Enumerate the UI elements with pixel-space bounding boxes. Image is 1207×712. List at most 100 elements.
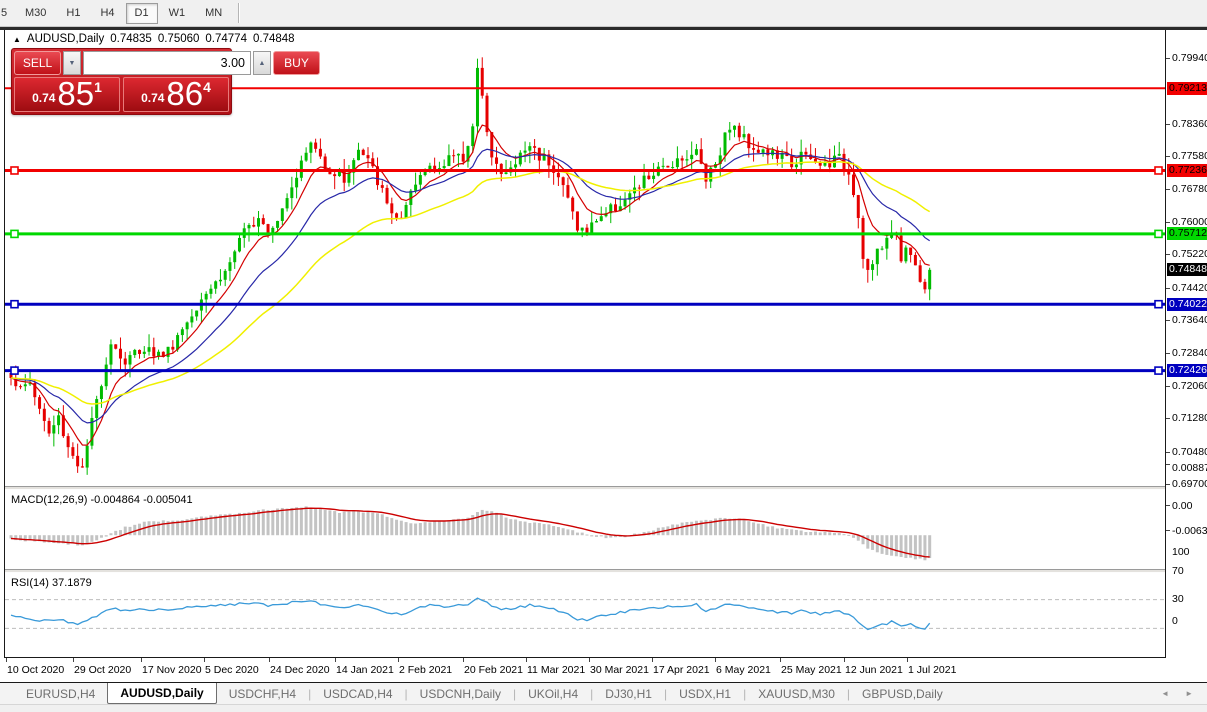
timeframe-button-mn[interactable]: MN — [196, 3, 231, 24]
date-label: 5 Dec 2020 — [205, 664, 259, 676]
chart-tab-usdcnh[interactable]: USDCNH,Daily — [419, 686, 502, 701]
chart-tab-dj30[interactable]: DJ30,H1 — [605, 686, 652, 701]
chart-tab-audusd[interactable]: AUDUSD,Daily — [107, 683, 217, 704]
date-tick-mark — [780, 658, 781, 662]
date-label: 11 Mar 2021 — [527, 664, 586, 676]
macd-splitter-handle[interactable] — [5, 486, 1165, 490]
current-price-badge: 0.74848 — [1167, 263, 1207, 277]
chart-tab-ukoil[interactable]: UKOil,H4 — [528, 686, 579, 701]
price-tick-label: 0.77580 — [1172, 150, 1207, 163]
date-label: 24 Dec 2020 — [270, 664, 330, 676]
date-tick-mark — [715, 658, 716, 662]
price-tick-label: 0.75220 — [1172, 248, 1207, 261]
volume-increase-button[interactable]: ▲ — [253, 51, 271, 75]
open-price-label: 0.74835 — [110, 33, 152, 45]
chart-tab-gbpusd[interactable]: GBPUSD,Daily — [862, 686, 943, 701]
high-price-label: 0.75060 — [157, 33, 200, 45]
price-tick-mark — [1166, 189, 1170, 191]
one-click-trading-widget: SELL ▼ ▲ BUY 0.74 85 1 0.74 86 4 — [11, 48, 320, 115]
tab-scroll-right-icon[interactable]: ► — [1185, 689, 1193, 698]
price-tick-mark — [1166, 58, 1170, 59]
price-tick-label: 0.76000 — [1172, 215, 1207, 228]
hline-drag-handle[interactable] — [10, 166, 19, 175]
timeframe-button-m30[interactable]: M30 — [16, 3, 55, 24]
rsi-indicator-canvas[interactable] — [5, 573, 1165, 657]
volume-decrease-button[interactable]: ▼ — [63, 51, 81, 75]
timeframe-button-w1[interactable]: W1 — [160, 3, 195, 24]
price-level-badge: 0.79213 — [1167, 81, 1207, 95]
date-label: 17 Apr 2021 — [653, 664, 710, 676]
price-tick-label: 0.72840 — [1172, 347, 1207, 360]
price-tick-label: 0.73640 — [1172, 314, 1207, 327]
timeframe-buttons: 5 M30 H1 H4 D1 W1 MN — [0, 2, 232, 24]
price-tick-mark — [1166, 484, 1170, 485]
date-tick-mark — [844, 658, 845, 662]
date-tick-mark — [335, 658, 336, 662]
date-label: 6 May 2021 — [716, 664, 771, 676]
chart-tabs: EURUSD,H4 AUDUSD,Daily USDCHF,H4 | USDCAD,H4… — [14, 683, 955, 704]
price-tick-label: 0.76780 — [1172, 183, 1207, 196]
date-label: 20 Feb 2021 — [464, 664, 523, 676]
date-label: 17 Nov 2020 — [142, 664, 202, 676]
close-price-label: 0.74848 — [252, 33, 295, 45]
chart-tab-bar: EURUSD,H4 AUDUSD,Daily USDCHF,H4 | USDCAD,H4… — [0, 683, 1207, 704]
hline-drag-handle[interactable] — [1154, 229, 1163, 239]
chart-tab-usdcad[interactable]: USDCAD,H4 — [323, 686, 393, 701]
volume-input[interactable] — [83, 51, 251, 75]
chart-tab-usdchf[interactable]: USDCHF,H4 — [228, 686, 297, 701]
rsi-axis-label: 100 — [1172, 546, 1190, 558]
price-tick-mark — [1166, 123, 1170, 125]
timeframe-button-5[interactable]: 5 — [0, 3, 14, 24]
date-label: 2 Feb 2021 — [399, 664, 453, 676]
hline-drag-handle[interactable] — [1154, 166, 1163, 175]
hline-drag-handle[interactable] — [1154, 366, 1163, 375]
sell-button[interactable]: SELL — [14, 51, 61, 75]
sell-price-panel[interactable]: 0.74 85 1 — [14, 77, 120, 112]
rsi-splitter-handle[interactable] — [5, 569, 1165, 573]
price-level-badge: 0.74022 — [1167, 297, 1207, 311]
date-tick-mark — [526, 658, 527, 662]
price-tick-label: 0.74420 — [1172, 281, 1207, 294]
rsi-axis-label: 70 — [1172, 564, 1184, 577]
price-tick-mark — [1166, 385, 1170, 387]
hline-drag-handle[interactable] — [10, 366, 19, 375]
chart-header: ▲ AUDUSD,Daily 0.74835 0.75060 0.74774 0… — [13, 33, 295, 45]
timeframe-button-h1[interactable]: H1 — [57, 3, 89, 24]
price-axis: 0.79940 0.78360 0.77580 0.76780 0.76000 0.752… — [1166, 30, 1207, 658]
tab-bar-top-border — [0, 682, 1207, 683]
hline-drag-handle[interactable] — [10, 299, 19, 309]
collapse-panel-icon[interactable]: ▲ — [13, 34, 21, 44]
date-tick-mark — [398, 658, 399, 662]
timeframe-toolbar: 5 M30 H1 H4 D1 W1 MN — [0, 0, 1207, 27]
macd-tick-mark — [1166, 464, 1170, 465]
chart-tab-xauusd[interactable]: XAUUSD,M30 — [758, 686, 835, 701]
macd-tick-mark — [1166, 530, 1170, 531]
date-tick-mark — [269, 658, 270, 662]
low-price-label: 0.74774 — [205, 33, 247, 45]
buy-price-panel[interactable]: 0.74 86 4 — [123, 77, 229, 112]
timeframe-button-d1[interactable]: D1 — [125, 2, 158, 24]
price-chart-canvas[interactable] — [5, 30, 1165, 486]
hline-drag-handle[interactable] — [10, 229, 19, 239]
macd-axis-label: -0.00632 — [1172, 525, 1207, 537]
price-tick-mark — [1166, 451, 1170, 453]
rsi-axis-label: 0 — [1172, 615, 1178, 627]
tab-separator: | — [743, 686, 747, 701]
window-bottom-strip — [0, 704, 1207, 712]
price-tick-label: 0.71280 — [1172, 412, 1207, 425]
hline-drag-handle[interactable] — [1154, 299, 1163, 309]
date-label: 10 Oct 2020 — [7, 664, 65, 676]
date-tick-mark — [652, 658, 653, 662]
buy-button[interactable]: BUY — [273, 51, 320, 75]
date-tick-mark — [73, 658, 74, 662]
timeframe-button-h4[interactable]: H4 — [91, 3, 123, 24]
chart-tab-usdx[interactable]: USDX,H1 — [679, 686, 732, 701]
date-label: 1 Jul 2021 — [908, 664, 957, 676]
chart-tab-eurusd[interactable]: EURUSD,H4 — [26, 686, 96, 701]
date-tick-mark — [141, 658, 142, 662]
macd-indicator-canvas[interactable] — [5, 490, 1165, 569]
sell-price-prefix: 0.74 — [32, 91, 56, 105]
tab-scroll-left-icon[interactable]: ◄ — [1161, 689, 1170, 698]
price-level-badge: 0.72426 — [1167, 364, 1207, 378]
